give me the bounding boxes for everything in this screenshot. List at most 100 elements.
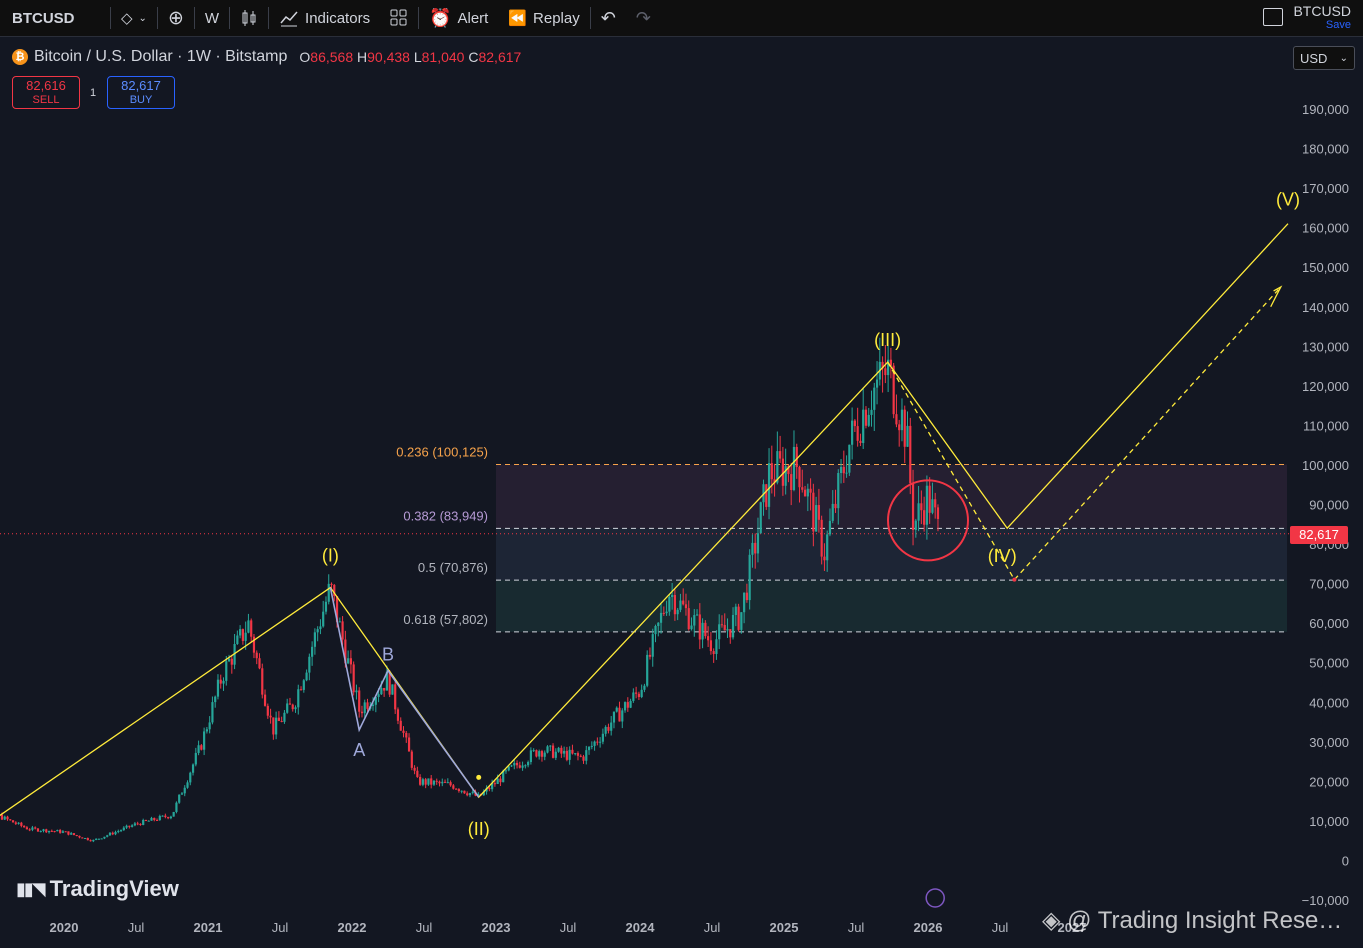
candle-body bbox=[682, 600, 685, 605]
candle-body bbox=[191, 764, 195, 773]
x-tick-label: 2020 bbox=[50, 920, 79, 935]
y-tick-label: −10,000 bbox=[1302, 893, 1349, 908]
candle-body bbox=[311, 646, 314, 657]
candle-body bbox=[551, 745, 555, 758]
y-tick-label: 120,000 bbox=[1302, 379, 1349, 394]
fibonacci-retracement: 0.236 (100,125) 0.382 (83,949) 0.5 (70,876… bbox=[0, 444, 1290, 633]
redo-button[interactable]: ↷ bbox=[626, 0, 661, 36]
high-value: 90,438 bbox=[367, 49, 410, 65]
candle-body bbox=[125, 825, 128, 828]
candle-body bbox=[571, 749, 574, 754]
time-axis: Jul 2020 Jul 2021 Jul 2022 Jul 2023 Jul 2024 Jul 20… bbox=[0, 920, 1086, 935]
abc-correction-line bbox=[329, 587, 480, 798]
save-label: Save bbox=[1325, 19, 1351, 31]
candle-body bbox=[532, 750, 535, 752]
candle-body bbox=[14, 822, 17, 824]
candle-body bbox=[626, 702, 629, 708]
wave-marker bbox=[476, 774, 482, 780]
candle-body bbox=[3, 816, 6, 820]
candle-body bbox=[413, 767, 416, 771]
candle-body bbox=[720, 624, 724, 626]
candle-body bbox=[56, 830, 59, 832]
ohlc-values: O86,568 H90,438 L81,040 C82,617 bbox=[299, 49, 521, 65]
close-value: 82,617 bbox=[478, 49, 522, 65]
candle-body bbox=[659, 612, 663, 623]
candle-body bbox=[92, 839, 95, 842]
candle-body bbox=[230, 658, 233, 665]
candle-body bbox=[513, 762, 516, 766]
candle-body bbox=[34, 827, 37, 829]
y-tick-label: 90,000 bbox=[1309, 498, 1349, 513]
interval-button[interactable]: W bbox=[195, 0, 229, 36]
candle-body bbox=[250, 620, 253, 637]
sell-button[interactable]: 82,616 SELL bbox=[12, 76, 80, 109]
candle-body bbox=[773, 479, 776, 483]
candle-body bbox=[324, 601, 328, 612]
toolbar-divider bbox=[156, 7, 158, 29]
candle-body bbox=[931, 499, 934, 513]
candle-body bbox=[45, 829, 48, 833]
candle-body bbox=[169, 816, 172, 819]
candle-body bbox=[430, 778, 433, 785]
candle-body bbox=[662, 612, 665, 614]
chart-type-button[interactable] bbox=[230, 0, 268, 36]
candle-body bbox=[244, 632, 247, 641]
candle-body bbox=[612, 711, 616, 723]
candle-body bbox=[28, 829, 31, 831]
candle-body bbox=[673, 595, 676, 615]
currency-value: USD bbox=[1300, 51, 1328, 66]
candle-body bbox=[75, 835, 78, 837]
candle-body bbox=[374, 697, 377, 705]
buy-button[interactable]: 82,617 BUY bbox=[107, 76, 175, 109]
candle-body bbox=[286, 703, 289, 713]
candle-body bbox=[86, 838, 89, 841]
symbol-search-button[interactable]: BTCUSD bbox=[0, 0, 110, 36]
interval-label: W bbox=[204, 9, 220, 27]
candle-body bbox=[859, 440, 862, 444]
candle-body bbox=[302, 680, 305, 690]
candle-body bbox=[0, 814, 4, 820]
candle-body bbox=[23, 825, 26, 828]
candle-body bbox=[449, 782, 452, 786]
candle-body bbox=[338, 621, 341, 623]
order-quantity[interactable]: 1 bbox=[90, 87, 97, 99]
fullscreen-toggle-icon[interactable] bbox=[1263, 8, 1283, 26]
wave-label: B bbox=[382, 645, 394, 665]
candle-body bbox=[704, 622, 707, 637]
y-tick-label: 130,000 bbox=[1302, 339, 1349, 354]
add-symbol-button[interactable]: ⊕ bbox=[158, 0, 194, 36]
layouts-button[interactable] bbox=[380, 0, 418, 36]
candle-body bbox=[189, 772, 192, 783]
candle-body bbox=[745, 592, 748, 601]
candle-body bbox=[280, 720, 283, 722]
candle-body bbox=[604, 726, 607, 734]
impulse-wave-line bbox=[0, 223, 1289, 817]
indicators-button[interactable]: Indicators bbox=[269, 0, 380, 36]
compare-dropdown-button[interactable]: ◇ ⌄ bbox=[111, 0, 157, 36]
candle-body bbox=[707, 636, 710, 641]
candle-body bbox=[798, 467, 801, 488]
candle-body bbox=[801, 487, 804, 490]
candle-body bbox=[183, 787, 186, 794]
x-tick-label: 2021 bbox=[194, 920, 223, 935]
replay-button[interactable]: ⏪ Replay bbox=[498, 0, 589, 36]
candle-body bbox=[936, 507, 940, 519]
candle-body bbox=[928, 485, 931, 513]
candle-body bbox=[128, 825, 131, 827]
candle-body bbox=[122, 827, 125, 831]
y-tick-label: 150,000 bbox=[1302, 260, 1349, 275]
candle-body bbox=[762, 484, 765, 503]
save-layout-button[interactable]: BTCUSD Save bbox=[1293, 4, 1351, 32]
candle-body bbox=[587, 746, 591, 751]
chevron-down-icon: ⌄ bbox=[1339, 53, 1348, 64]
candle-body bbox=[142, 819, 145, 825]
alert-button[interactable]: ⏰ Alert bbox=[419, 0, 498, 36]
undo-button[interactable]: ↶ bbox=[591, 0, 626, 36]
binance-diamond-icon: ◈ bbox=[1042, 907, 1061, 934]
candle-body bbox=[748, 554, 751, 601]
currency-select[interactable]: USD ⌄ bbox=[1293, 46, 1355, 70]
candle-body bbox=[925, 485, 928, 525]
y-tick-label: 60,000 bbox=[1309, 616, 1349, 631]
candles-icon bbox=[242, 10, 256, 26]
